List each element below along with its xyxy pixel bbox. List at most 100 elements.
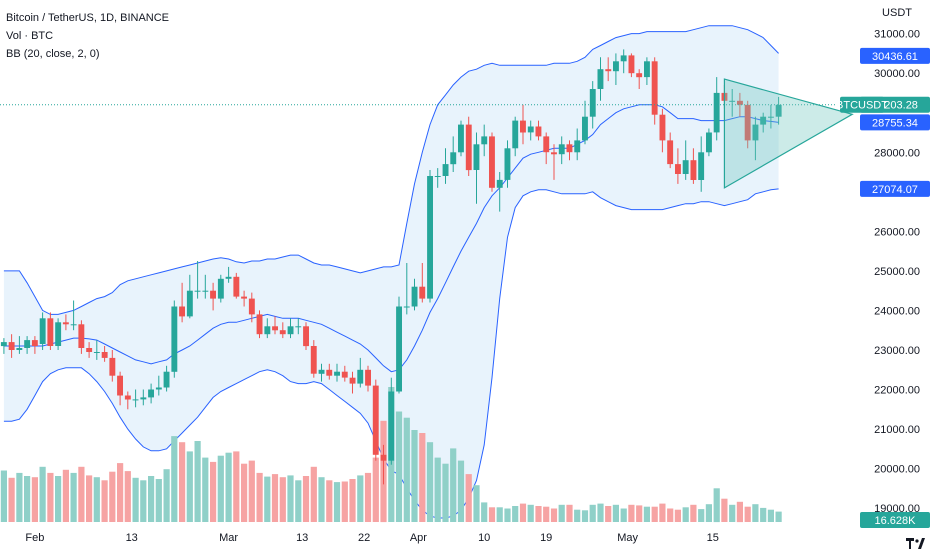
candle-body[interactable] <box>713 92 720 133</box>
candle-body[interactable] <box>31 340 38 346</box>
candle-body[interactable] <box>287 326 294 335</box>
candle-body[interactable] <box>163 371 170 388</box>
candle-body[interactable] <box>667 140 674 165</box>
candle-body[interactable] <box>171 306 178 372</box>
candle-body[interactable] <box>558 144 565 155</box>
candle-body[interactable] <box>16 348 23 350</box>
candle-body[interactable] <box>8 342 15 350</box>
candle-body[interactable] <box>279 330 286 335</box>
candle-body[interactable] <box>140 397 147 400</box>
candle-body[interactable] <box>62 322 69 325</box>
candle-body[interactable] <box>659 114 666 141</box>
candle-body[interactable] <box>117 375 123 396</box>
candle-body[interactable] <box>109 357 116 376</box>
candle-body[interactable] <box>403 306 410 308</box>
volume-indicator-label[interactable]: Vol · BTC <box>6 30 54 42</box>
candle-body[interactable] <box>101 352 108 358</box>
candle-body[interactable] <box>597 69 604 89</box>
candle-body[interactable] <box>241 296 247 299</box>
candle-body[interactable] <box>458 124 464 153</box>
candle-body[interactable] <box>473 144 480 170</box>
triangle-pattern-drawing[interactable] <box>723 78 854 189</box>
candle-body[interactable] <box>489 136 495 188</box>
candle-body[interactable] <box>380 454 387 461</box>
candle-body[interactable] <box>233 276 240 297</box>
candle-body[interactable] <box>512 120 519 149</box>
candle-body[interactable] <box>341 371 348 378</box>
candle-body[interactable] <box>388 391 395 461</box>
candle-body[interactable] <box>760 116 767 125</box>
candle-body[interactable] <box>70 324 77 326</box>
candle-body[interactable] <box>326 369 333 376</box>
candle-body[interactable] <box>442 164 449 176</box>
candle-body[interactable] <box>737 100 743 105</box>
candle-body[interactable] <box>47 318 54 346</box>
candle-body[interactable] <box>644 61 650 78</box>
candle-body[interactable] <box>272 326 278 331</box>
candle-body[interactable] <box>372 385 379 455</box>
candle-body[interactable] <box>574 140 581 153</box>
candle-body[interactable] <box>775 104 782 117</box>
candle-body[interactable] <box>682 160 689 174</box>
candle-body[interactable] <box>690 160 697 180</box>
candle-body[interactable] <box>496 179 503 188</box>
candle-body[interactable] <box>225 276 232 279</box>
candle-body[interactable] <box>504 148 511 180</box>
candle-body[interactable] <box>334 371 340 376</box>
candle-body[interactable] <box>675 164 681 174</box>
candle-body[interactable] <box>419 286 426 299</box>
candle-body[interactable] <box>264 326 271 335</box>
candle-body[interactable] <box>256 314 263 335</box>
candle-body[interactable] <box>24 340 31 348</box>
candle-body[interactable] <box>527 126 534 133</box>
candle-body[interactable] <box>55 322 62 346</box>
candle-body[interactable] <box>194 290 201 292</box>
candle-body[interactable] <box>450 152 457 165</box>
candle-body[interactable] <box>551 152 557 155</box>
candle-body[interactable] <box>132 399 139 401</box>
candle-body[interactable] <box>78 324 85 348</box>
candle-body[interactable] <box>0 342 7 347</box>
candle-body[interactable] <box>613 61 619 72</box>
candle-body[interactable] <box>124 395 131 400</box>
candle-body[interactable] <box>349 377 356 384</box>
candle-body[interactable] <box>179 306 185 317</box>
symbol-title[interactable]: Bitcoin / TetherUS, 1D, BINANCE <box>6 12 170 24</box>
candle-body[interactable] <box>543 136 550 153</box>
candle-body[interactable] <box>155 387 162 390</box>
candle-body[interactable] <box>744 104 751 141</box>
candle-body[interactable] <box>651 61 658 115</box>
candle-body[interactable] <box>210 290 216 299</box>
candle-body[interactable] <box>357 369 364 384</box>
candle-body[interactable] <box>566 144 573 153</box>
candle-body[interactable] <box>148 389 154 398</box>
candle-body[interactable] <box>698 152 705 180</box>
candle-body[interactable] <box>396 306 402 392</box>
candle-body[interactable] <box>481 136 488 145</box>
candle-body[interactable] <box>186 290 193 317</box>
candle-body[interactable] <box>93 352 100 353</box>
candle-body[interactable] <box>636 73 643 78</box>
candle-body[interactable] <box>318 369 325 374</box>
candle-body[interactable] <box>589 89 596 117</box>
candle-body[interactable] <box>365 369 371 386</box>
candle-body[interactable] <box>465 124 472 171</box>
candle-body[interactable] <box>86 348 93 352</box>
candle-body[interactable] <box>582 116 588 141</box>
candle-body[interactable] <box>605 69 612 72</box>
bb-indicator-label[interactable]: BB (20, close, 2, 0) <box>6 48 100 60</box>
candle-body[interactable] <box>39 318 46 344</box>
candle-body[interactable] <box>248 298 255 315</box>
candle-body[interactable] <box>217 278 224 299</box>
candle-body[interactable] <box>520 120 526 133</box>
candle-body[interactable] <box>310 346 317 374</box>
candle-body[interactable] <box>434 176 441 177</box>
candle-body[interactable] <box>303 326 309 347</box>
candle-body[interactable] <box>768 116 774 118</box>
candle-body[interactable] <box>706 132 712 153</box>
candle-body[interactable] <box>729 100 736 102</box>
candle-body[interactable] <box>427 176 433 299</box>
candle-body[interactable] <box>535 126 542 137</box>
